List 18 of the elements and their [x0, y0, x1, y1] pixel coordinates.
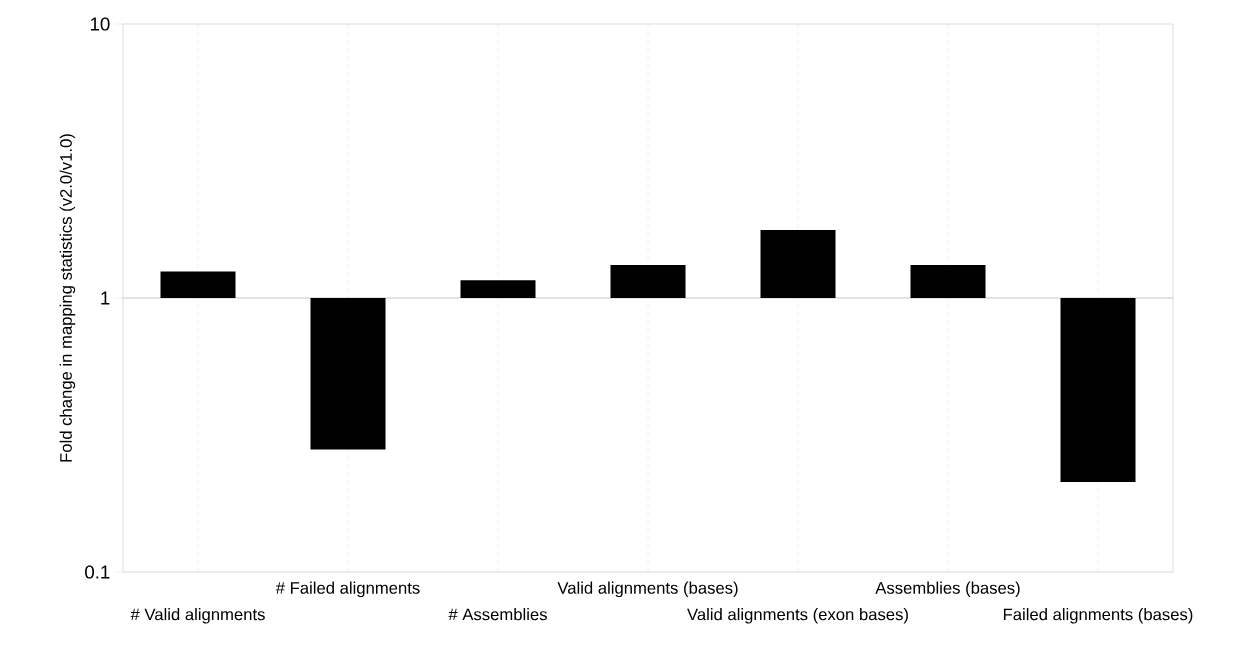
bar [610, 264, 686, 298]
y-axis-title: Fold change in mapping statistics (v2.0/v1.0) [59, 134, 76, 462]
y-tick-label: 1 [101, 291, 110, 305]
x-tick-label: # Failed alignments [275, 581, 420, 598]
bar [160, 271, 236, 298]
y-tick-label: 10 [90, 17, 110, 31]
x-tick-label: Assemblies (bases) [875, 581, 1020, 598]
bar [910, 264, 986, 298]
x-tick-label: Valid alignments (bases) [557, 581, 738, 598]
bar [760, 230, 836, 298]
y-tick-label: 0.1 [85, 565, 110, 579]
x-tick-label: # Valid alignments [130, 608, 265, 624]
bar [460, 280, 536, 298]
x-tick-label: Valid alignments (exon bases) [687, 608, 908, 624]
bar [310, 298, 386, 450]
x-tick-label: # Assemblies [448, 608, 547, 621]
bar [1060, 298, 1136, 483]
x-tick-label: Failed alignments (bases) [1003, 608, 1193, 624]
